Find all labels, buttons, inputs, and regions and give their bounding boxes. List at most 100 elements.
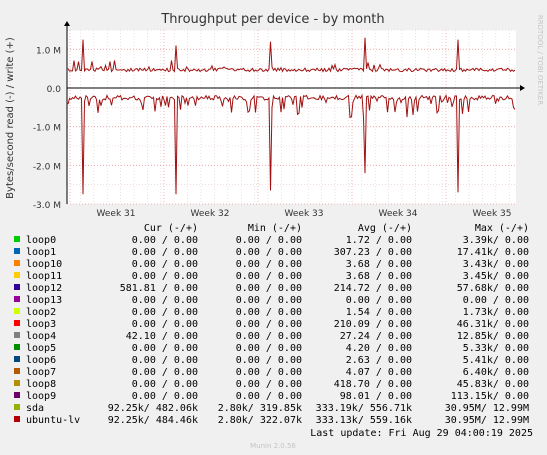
- legend-value-avg: 0.00 / 0.00: [346, 295, 412, 306]
- chart-title: Throughput per device - by month: [160, 12, 384, 27]
- legend-value-avg: 1.72 / 0.00: [346, 235, 412, 246]
- y-axis-label: Bytes/second read (-) / write (+): [5, 37, 16, 199]
- last-update: Last update: Fri Aug 29 04:00:19 2025: [310, 428, 533, 439]
- legend-value-min: 0.00 / 0.00: [236, 271, 302, 282]
- legend-label: loop3: [26, 319, 56, 330]
- series-line-read: [67, 93, 516, 195]
- legend-value-max: 30.95M/ 12.99M: [445, 403, 529, 414]
- legend-swatch: [14, 404, 20, 410]
- munin-version: Munin 2.0.56: [250, 442, 296, 450]
- legend-header-min: Min (-/+): [248, 223, 302, 234]
- legend-label: loop5: [26, 343, 56, 354]
- y-axis-arrow: [64, 21, 70, 26]
- legend-swatch: [14, 236, 20, 242]
- legend-value-max: 17.41k/ 0.00: [457, 247, 529, 258]
- axes: [64, 21, 525, 204]
- legend-value-avg: 418.70 / 0.00: [334, 379, 412, 390]
- grid: [66, 29, 516, 205]
- legend-swatch: [14, 308, 20, 314]
- legend-value-cur: 0.00 / 0.00: [132, 343, 198, 354]
- legend-label: loop1: [26, 247, 56, 258]
- plot-area: [67, 30, 516, 204]
- legend-label: loop2: [26, 307, 56, 318]
- legend-value-cur: 0.00 / 0.00: [132, 247, 198, 258]
- legend-value-max: 3.39k/ 0.00: [463, 235, 529, 246]
- legend-value-cur: 0.00 / 0.00: [132, 271, 198, 282]
- legend-label: loop6: [26, 355, 56, 366]
- legend-value-cur: 0.00 / 0.00: [132, 319, 198, 330]
- legend-value-min: 0.00 / 0.00: [236, 295, 302, 306]
- legend-value-min: 0.00 / 0.00: [236, 331, 302, 342]
- legend-value-cur: 92.25k/ 482.06k: [108, 403, 198, 414]
- legend-label: loop10: [26, 259, 62, 270]
- legend-value-max: 3.43k/ 0.00: [463, 259, 529, 270]
- legend-value-avg: 333.19k/ 556.71k: [316, 403, 412, 414]
- legend-label: loop4: [26, 331, 56, 342]
- legend-value-avg: 27.24 / 0.00: [340, 331, 412, 342]
- legend-value-min: 0.00 / 0.00: [236, 259, 302, 270]
- legend-value-avg: 4.07 / 0.00: [346, 367, 412, 378]
- legend-value-min: 0.00 / 0.00: [236, 235, 302, 246]
- legend-header-max: Max (-/+): [475, 223, 529, 234]
- legend-swatch: [14, 344, 20, 350]
- legend-value-cur: 0.00 / 0.00: [132, 367, 198, 378]
- legend-value-min: 0.00 / 0.00: [236, 391, 302, 402]
- x-tick-label: Week 35: [473, 209, 512, 219]
- legend-value-min: 0.00 / 0.00: [236, 367, 302, 378]
- legend-header-cur: Cur (-/+): [144, 223, 198, 234]
- legend-label: loop7: [26, 367, 56, 378]
- legend-header: Cur (-/+) Min (-/+) Avg (-/+) Max (-/+): [144, 223, 529, 234]
- legend-value-cur: 581.81 / 0.00: [120, 283, 198, 294]
- legend-swatch: [14, 356, 20, 362]
- legend-value-avg: 3.68 / 0.00: [346, 271, 412, 282]
- legend-value-cur: 0.00 / 0.00: [132, 379, 198, 390]
- legend-value-max: 5.33k/ 0.00: [463, 343, 529, 354]
- legend-value-cur: 0.00 / 0.00: [132, 391, 198, 402]
- legend-swatch: [14, 380, 20, 386]
- legend-value-max: 1.73k/ 0.00: [463, 307, 529, 318]
- legend-swatch: [14, 284, 20, 290]
- legend-swatch: [14, 368, 20, 374]
- legend-value-avg: 333.13k/ 559.16k: [316, 415, 412, 426]
- legend-value-min: 2.80k/ 319.85k: [218, 403, 302, 414]
- legend-label: loop8: [26, 379, 56, 390]
- legend-value-max: 45.83k/ 0.00: [457, 379, 529, 390]
- watermark: RRDTOOL / TOBI OETIKER: [536, 15, 544, 105]
- legend-label: loop13: [26, 295, 62, 306]
- legend-value-cur: 42.10 / 0.00: [126, 331, 198, 342]
- y-tick-label: -2.0 M: [33, 162, 61, 172]
- legend-value-max: 0.00 / 0.00: [463, 295, 529, 306]
- legend-value-min: 2.80k/ 322.07k: [218, 415, 302, 426]
- y-tick-labels: 1.0 M 0.0 -1.0 M -2.0 M -3.0 M: [33, 46, 61, 211]
- legend-value-min: 0.00 / 0.00: [236, 343, 302, 354]
- legend-value-avg: 1.54 / 0.00: [346, 307, 412, 318]
- legend-value-max: 3.45k/ 0.00: [463, 271, 529, 282]
- legend-swatch: [14, 392, 20, 398]
- legend-value-min: 0.00 / 0.00: [236, 283, 302, 294]
- y-tick-label: 0.0: [47, 85, 62, 95]
- legend-value-max: 12.85k/ 0.00: [457, 331, 529, 342]
- legend-swatch: [14, 332, 20, 338]
- legend-value-min: 0.00 / 0.00: [236, 319, 302, 330]
- legend-value-max: 46.31k/ 0.00: [457, 319, 529, 330]
- y-tick-label: 1.0 M: [36, 46, 61, 56]
- legend-value-min: 0.00 / 0.00: [236, 355, 302, 366]
- legend-value-cur: 92.25k/ 484.46k: [108, 415, 198, 426]
- legend-value-avg: 98.01 / 0.00: [340, 391, 412, 402]
- series-line-write: [67, 37, 516, 73]
- legend-swatch: [14, 272, 20, 278]
- legend-value-min: 0.00 / 0.00: [236, 247, 302, 258]
- x-tick-label: Week 31: [97, 209, 136, 219]
- legend-swatch: [14, 260, 20, 266]
- x-tick-labels: Week 31 Week 32 Week 33 Week 34 Week 35: [97, 209, 512, 219]
- legend-value-cur: 0.00 / 0.00: [132, 235, 198, 246]
- legend-value-cur: 0.00 / 0.00: [132, 355, 198, 366]
- legend-header-avg: Avg (-/+): [358, 223, 412, 234]
- legend-value-max: 113.15k/ 0.00: [451, 391, 529, 402]
- legend-label: sda: [26, 403, 44, 414]
- legend-value-min: 0.00 / 0.00: [236, 307, 302, 318]
- legend-value-cur: 0.00 / 0.00: [132, 295, 198, 306]
- legend-swatch: [14, 248, 20, 254]
- x-tick-label: Week 34: [379, 209, 418, 219]
- x-tick-label: Week 32: [191, 209, 230, 219]
